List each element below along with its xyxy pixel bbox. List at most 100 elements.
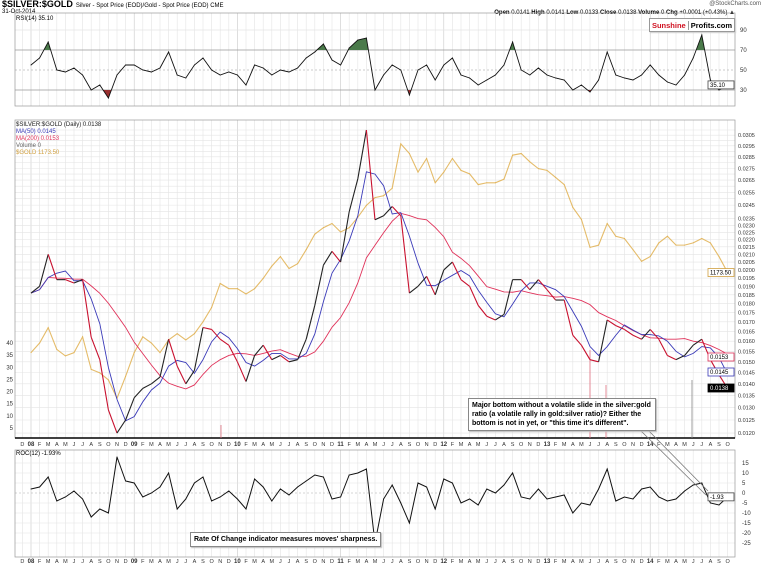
roc-point — [649, 486, 651, 488]
symbol: $SILVER:$GOLD — [2, 0, 73, 9]
ratio-segment — [116, 419, 127, 434]
x-tick-label: D — [124, 559, 128, 565]
ratio-segment — [503, 279, 514, 315]
roc-point — [142, 496, 144, 498]
rsi-point — [417, 69, 419, 71]
x-tick-label: F — [38, 559, 42, 565]
rsi-point — [159, 67, 161, 69]
roc-point — [383, 498, 385, 500]
x-tick-label: J — [382, 559, 385, 565]
gold-point — [563, 184, 565, 186]
ratio-segment — [624, 328, 634, 336]
roc-tick-label: 15 — [742, 461, 749, 467]
legend-ma200: MA(200) 0.0153 — [16, 136, 60, 142]
rsi-point — [47, 41, 49, 43]
gold-point — [675, 244, 677, 246]
x-tick-label: S — [511, 559, 515, 565]
roc-point — [150, 492, 152, 494]
x-tick-label: J — [692, 442, 695, 448]
ratio-segment — [73, 279, 83, 284]
ratio-segment — [460, 279, 470, 287]
rsi-point — [125, 64, 127, 66]
ratio-segment — [340, 211, 350, 263]
x-tick-label: A — [709, 559, 713, 565]
x-tick-label: A — [674, 442, 678, 448]
rsi-point — [133, 64, 135, 66]
x-tick-label: M — [356, 559, 361, 565]
roc-point — [185, 498, 187, 500]
roc-point — [486, 488, 488, 490]
roc-point — [193, 482, 195, 484]
ratio-segment — [297, 338, 307, 360]
roc-line — [30, 456, 728, 544]
roc-tick-label: -15 — [742, 521, 751, 527]
x-tick-label: A — [55, 559, 59, 565]
ratio-segment — [615, 325, 625, 330]
rsi-tick-label: 90 — [740, 28, 747, 34]
gold-point — [236, 288, 238, 290]
x-tick-label: S — [408, 559, 412, 565]
x-tick-label: O — [209, 442, 214, 448]
x-tick-label: D — [330, 442, 334, 448]
rsi-point — [658, 74, 660, 76]
roc-point — [168, 472, 170, 474]
rsi-point — [142, 69, 144, 71]
x-tick-label: D — [20, 442, 24, 448]
rsi-point — [245, 84, 247, 86]
x-tick-label: S — [717, 442, 721, 448]
rsi-point — [391, 64, 393, 66]
rsi-point — [580, 84, 582, 86]
gold-point — [469, 173, 471, 175]
rsi-point — [262, 67, 264, 69]
gold-point — [460, 169, 462, 171]
x-tick-label: M — [149, 559, 154, 565]
rsi-point — [228, 71, 230, 73]
rsi-point — [537, 67, 539, 69]
roc-point — [606, 468, 608, 470]
x-tick-label: F — [244, 442, 248, 448]
roc-point — [288, 494, 290, 496]
x-tick-label: J — [288, 559, 291, 565]
ratio-segment — [185, 370, 195, 385]
legend-volume: Volume 0 — [16, 143, 42, 149]
x-year-label: 10 — [234, 442, 241, 448]
x-year-label: 12 — [440, 559, 447, 565]
rsi-point — [692, 57, 694, 59]
price-tick-label: 0.0195 — [738, 276, 755, 282]
x-year-label: 09 — [131, 559, 138, 565]
ratio-last-label: 0.0138 — [710, 386, 729, 392]
gold-point — [185, 339, 187, 341]
x-tick-label: O — [725, 559, 730, 565]
rsi-point — [443, 64, 445, 66]
price-tick-label: 0.0160 — [738, 339, 755, 345]
ratio-segment — [168, 339, 178, 367]
price-tick-label: 0.0305 — [738, 133, 755, 139]
roc-point — [348, 474, 350, 476]
ratio-segment — [606, 319, 617, 327]
ratio-segment — [305, 305, 316, 340]
gold-point — [39, 342, 41, 344]
panel-frame — [14, 12, 736, 107]
rsi-last-label: 35.10 — [710, 83, 726, 89]
rsi-point — [297, 67, 299, 69]
roc-tick-label: -10 — [742, 511, 751, 517]
price-tick-label: 0.0285 — [738, 155, 755, 161]
roc-point — [426, 486, 428, 488]
roc-annotation: Rate Of Change indicator measures moves'… — [190, 532, 382, 547]
roc-point — [520, 496, 522, 498]
gold-last-label: 1173.50 — [710, 271, 732, 277]
price-tick-label: 0.0205 — [738, 260, 755, 266]
gold-point — [30, 352, 32, 354]
x-tick-label: O — [416, 442, 421, 448]
x-tick-label: A — [502, 559, 506, 565]
roc-point — [331, 498, 333, 500]
legend-gold: $GOLD 1173.50 — [16, 150, 60, 156]
x-tick-label: S — [717, 559, 721, 565]
x-tick-label: N — [218, 559, 222, 565]
ratio-segment — [99, 359, 109, 411]
roc-point — [658, 496, 660, 498]
rsi-point — [64, 71, 66, 73]
rsi-tick-label: 50 — [740, 68, 747, 74]
x-tick-label: N — [218, 442, 222, 448]
roc-point — [236, 498, 238, 500]
